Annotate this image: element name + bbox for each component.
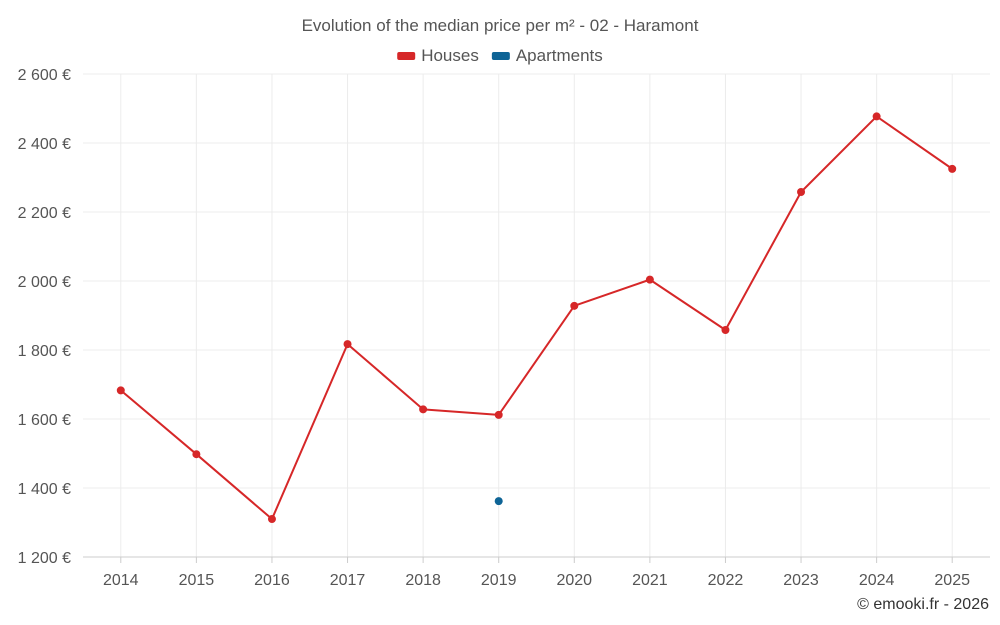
y-tick-label: 2 000 € xyxy=(18,274,71,291)
legend: Houses Apartments xyxy=(397,46,603,65)
x-tick-label: 2021 xyxy=(632,572,668,589)
legend-item-houses[interactable]: Houses xyxy=(421,46,479,65)
data-point-houses[interactable]: Houses 2022: 1858 xyxy=(721,325,730,334)
gridlines xyxy=(83,73,990,557)
x-tick-label: 2017 xyxy=(330,572,366,589)
chart-title: Evolution of the median price per m² - 0… xyxy=(302,16,699,35)
legend-swatch-houses xyxy=(397,52,416,60)
data-point-houses[interactable]: Houses 2021: 2004 xyxy=(645,275,654,284)
credit: © emooki.fr - 2026 xyxy=(857,596,989,613)
x-tick-label: 2025 xyxy=(934,572,970,589)
data-point-apartments[interactable]: Apartments 2019: 1362 xyxy=(494,497,503,506)
x-tick-label: 2014 xyxy=(103,572,139,589)
data-point-houses[interactable]: Houses 2018: 1628 xyxy=(419,405,428,414)
series: Houses 2014: 1683 Houses 2015: 1498 Houses… xyxy=(116,112,957,524)
data-point-houses[interactable]: Houses 2020: 1928 xyxy=(570,301,579,310)
series-line-houses xyxy=(120,115,953,521)
legend-item-apartments[interactable]: Apartments xyxy=(516,46,603,65)
y-tick-label: 1 400 € xyxy=(18,481,71,498)
x-tick-label: 2015 xyxy=(179,572,215,589)
x-tick-label: 2019 xyxy=(481,572,517,589)
data-point-houses[interactable]: Houses 2016: 1310 xyxy=(267,515,276,524)
x-tick-label: 2022 xyxy=(708,572,744,589)
y-tick-label: 2 200 € xyxy=(18,205,71,222)
x-tick-label: 2024 xyxy=(859,572,895,589)
data-point-houses[interactable]: Houses 2019: 1612 xyxy=(494,410,503,419)
y-tick-label: 1 600 € xyxy=(18,412,71,429)
y-tick-label: 1 800 € xyxy=(18,343,71,360)
y-tick-label: 1 200 € xyxy=(18,550,71,567)
data-point-houses[interactable]: Houses 2015: 1498 xyxy=(192,450,201,459)
x-tick-label: 2016 xyxy=(254,572,290,589)
x-tick-label: 2020 xyxy=(556,572,592,589)
legend-swatch-apartments xyxy=(491,52,510,60)
x-tick-label: 2018 xyxy=(405,572,441,589)
y-tick-label: 2 400 € xyxy=(18,136,71,153)
x-tick-label: 2023 xyxy=(783,572,819,589)
data-point-houses[interactable]: Houses 2024: 2477 xyxy=(872,112,881,121)
data-point-houses[interactable]: Houses 2023: 2258 xyxy=(797,187,806,196)
data-point-houses[interactable]: Houses 2025: 2325 xyxy=(948,164,957,173)
y-tick-label: 2 600 € xyxy=(18,67,71,84)
axes: 1 200 € 1 400 € 1 600 € 1 800 € 2 000 € 2 200… xyxy=(18,67,990,589)
data-point-houses[interactable]: Houses 2014: 1683 xyxy=(116,386,125,395)
data-point-houses[interactable]: Houses 2017: 1817 xyxy=(343,340,352,349)
